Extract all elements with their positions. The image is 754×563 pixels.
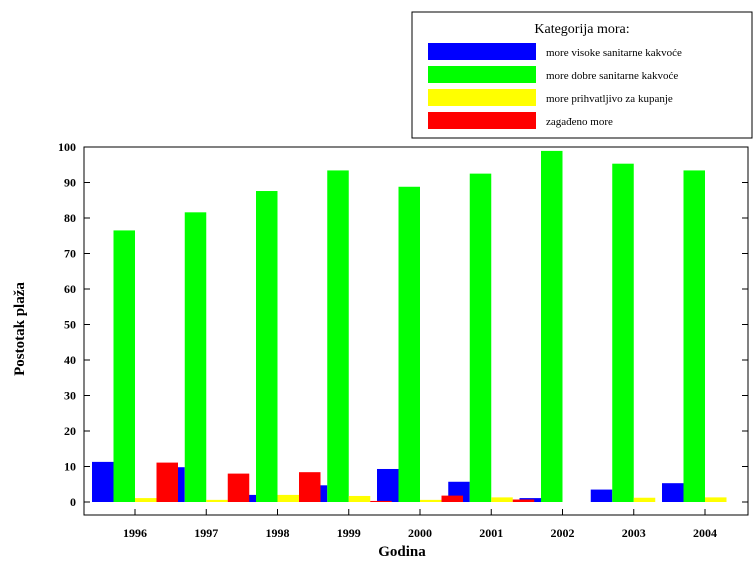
x-tick-label: 2003 <box>622 526 646 540</box>
bar <box>113 230 135 503</box>
y-tick-label: 0 <box>70 495 76 509</box>
x-axis-title: Godina <box>378 544 426 560</box>
bar <box>512 499 535 502</box>
x-tick-label: 1998 <box>266 526 290 540</box>
x-tick-label: 1997 <box>194 526 218 540</box>
y-tick-label: 50 <box>64 318 76 332</box>
bar <box>420 499 442 502</box>
bar <box>441 495 463 502</box>
bar <box>299 472 321 502</box>
x-tick-label: 2004 <box>693 526 717 540</box>
y-tick-label: 80 <box>64 211 76 225</box>
y-tick-label: 100 <box>58 140 76 154</box>
legend-title: Kategorija mora: <box>534 22 629 37</box>
bar <box>683 170 705 502</box>
x-tick-label: 2001 <box>479 526 503 540</box>
y-tick-label: 90 <box>64 176 76 190</box>
legend-swatch <box>428 43 536 60</box>
bar <box>398 186 420 502</box>
x-axis: 1996 1997 1998 1999 2000 2001 2002 2003 2004 <box>123 509 717 540</box>
legend: Kategorija mora: more visoke sanitarne k… <box>411 11 753 139</box>
legend-label: zagađeno more <box>546 116 613 128</box>
y-tick-label: 20 <box>64 424 76 438</box>
bar <box>370 500 392 502</box>
x-tick-label: 2000 <box>408 526 432 540</box>
bar <box>277 494 299 502</box>
bar <box>612 163 634 502</box>
bar <box>327 170 349 502</box>
legend-label: more prihvatljivo za kupanje <box>546 93 673 105</box>
bar <box>590 489 613 502</box>
y-tick-label: 40 <box>64 353 76 367</box>
x-tick-label: 2002 <box>551 526 575 540</box>
bar <box>135 498 157 502</box>
y-tick-label: 10 <box>64 460 76 474</box>
legend-swatch <box>428 89 536 106</box>
x-tick-label: 1996 <box>123 526 147 540</box>
bar <box>206 499 228 502</box>
bar <box>227 473 250 502</box>
y-tick-label: 70 <box>64 247 76 261</box>
legend-label: more visoke sanitarne kakvoće <box>546 47 682 59</box>
bars <box>92 150 727 503</box>
bar <box>633 497 656 502</box>
bar <box>705 497 727 502</box>
bar <box>92 461 114 502</box>
bar <box>469 173 492 502</box>
bar <box>348 495 371 502</box>
legend-label: more dobre sanitarne kakvoće <box>546 70 678 82</box>
bar <box>256 191 278 502</box>
bar <box>541 150 563 502</box>
x-tick-label: 1999 <box>337 526 361 540</box>
y-tick-label: 30 <box>64 389 76 403</box>
y-axis-title: Postotak plaža <box>12 282 28 376</box>
bar <box>377 468 399 502</box>
bar <box>184 212 207 502</box>
bar <box>662 483 684 502</box>
y-tick-label: 60 <box>64 282 76 296</box>
y-axis: 0 10 20 30 40 50 60 70 80 90 100 <box>58 140 748 509</box>
bar <box>156 462 178 502</box>
legend-swatch <box>428 66 536 83</box>
legend-swatch <box>428 112 536 129</box>
bar <box>491 497 513 502</box>
